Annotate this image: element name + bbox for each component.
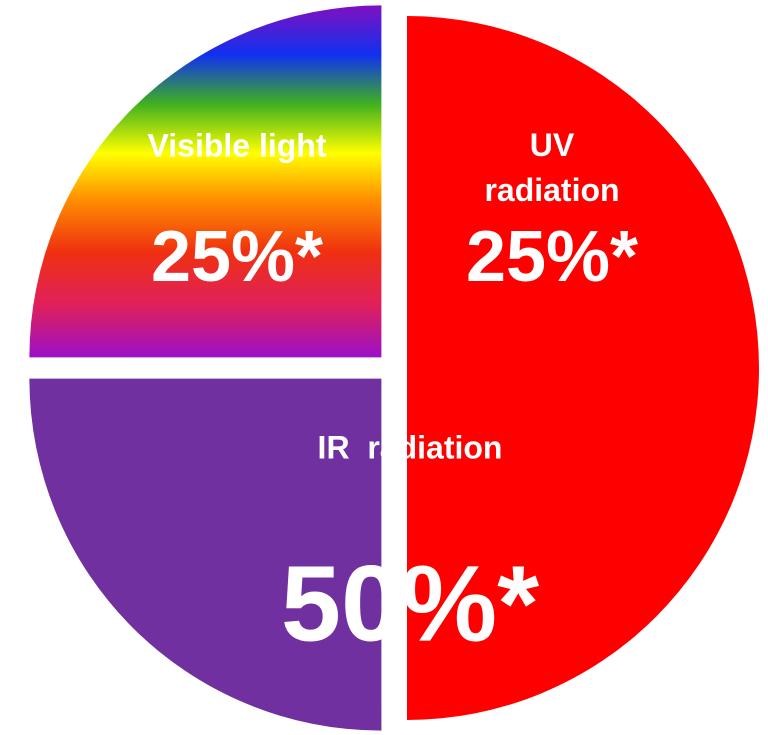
slice-label: IR radiation [318, 429, 503, 465]
value-label: 25%* [466, 217, 638, 297]
slice-label: UV radiation [484, 127, 619, 208]
slice-label: Visible light [148, 127, 327, 163]
pie-slice [407, 16, 759, 720]
slice-label-line: UV [530, 127, 575, 163]
value-label: 50%* [281, 543, 539, 664]
slice-label-line: radiation [484, 172, 619, 208]
pie-slice [29, 378, 382, 731]
pie-slice [29, 5, 382, 358]
value-label: 25%* [151, 217, 323, 297]
